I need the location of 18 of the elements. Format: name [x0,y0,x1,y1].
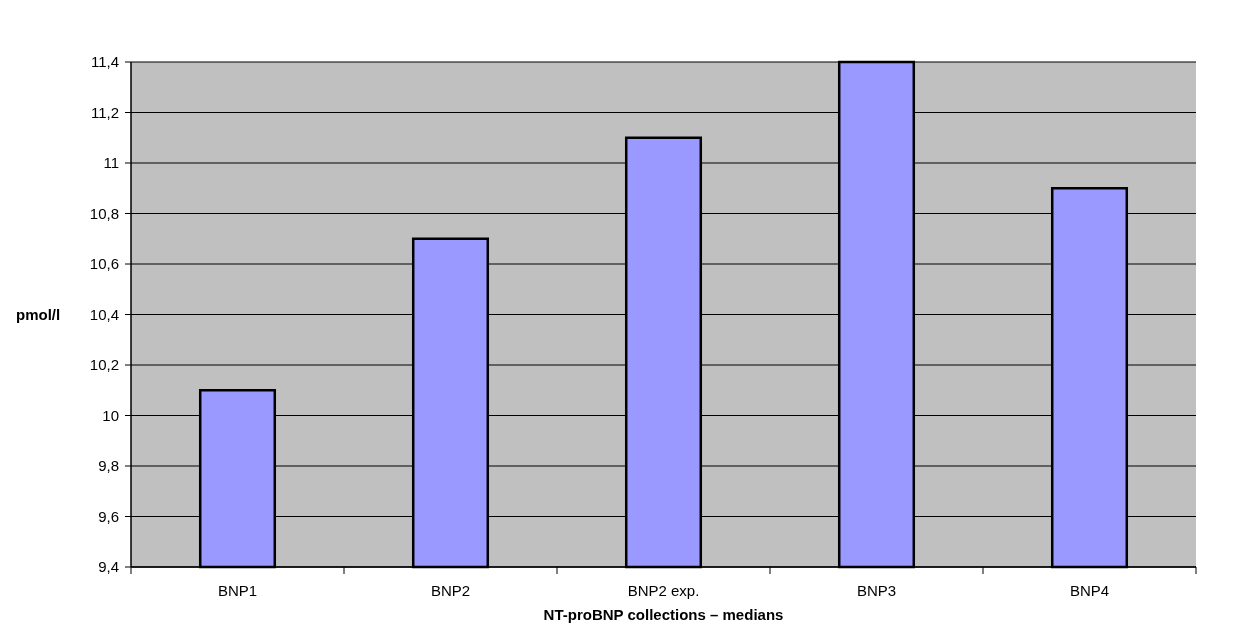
y-tick-label: 11,2 [90,103,119,121]
y-tick-label: 11 [103,154,119,172]
y-tick-label: 10,6 [89,255,119,273]
y-axis-title: pmol/l [16,305,61,323]
y-tick-label: 10 [102,406,119,424]
y-tick-label: 9,8 [98,457,119,475]
x-tick-label: BNP3 [856,582,897,600]
y-tick-label: 11,4 [90,53,119,71]
y-tick-label: 10,2 [89,356,119,374]
x-axis-title: NT-proBNP collections – medians [543,606,784,624]
x-tick-label: BNP1 [217,582,258,600]
y-tick-label: 9,6 [98,507,119,525]
x-tick-label: BNP2 [430,582,471,600]
y-tick-label: 9,4 [98,558,119,576]
x-tick-label: BNP2 exp. [627,582,700,600]
y-tick-label: 10,8 [89,204,119,222]
y-tick-label: 10,4 [89,305,119,323]
x-tick-label: BNP4 [1069,582,1110,600]
